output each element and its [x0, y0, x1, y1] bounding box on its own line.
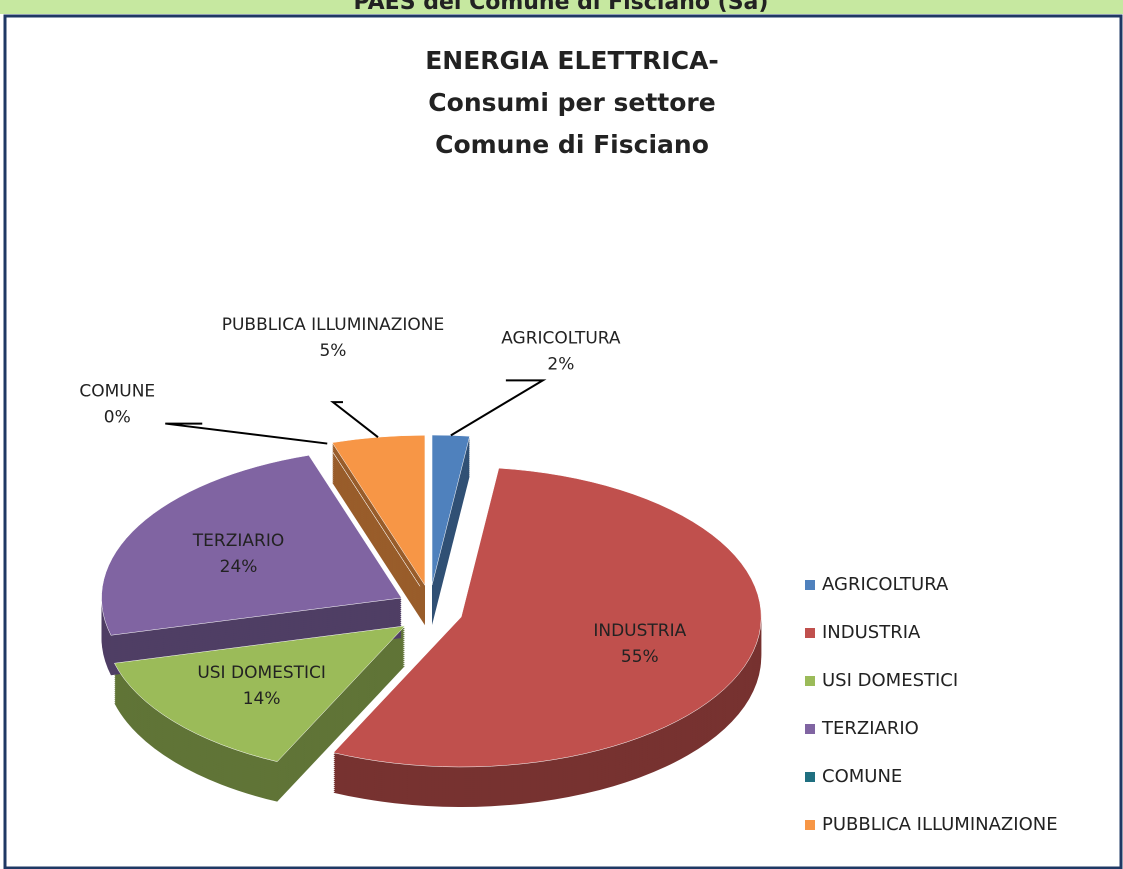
legend-swatch [805, 724, 815, 734]
slice [101, 455, 402, 636]
banner [0, 0, 1123, 14]
banner-title: PAES del Comune di Fisciano (Sa) [354, 0, 769, 15]
legend-label: COMUNE [822, 766, 902, 787]
slice-side [327, 477, 420, 621]
data-label-name: PUBBLICA ILLUMINAZIONE [222, 315, 445, 335]
slice-side [327, 479, 420, 623]
slice-side [327, 481, 420, 625]
leader-line [330, 401, 379, 438]
slice-side [327, 475, 420, 619]
data-label-name: AGRICOLTURA [501, 328, 621, 348]
legend-swatch [805, 820, 815, 830]
data-label-value: 5% [319, 341, 346, 361]
data-label-name: INDUSTRIA [593, 621, 686, 641]
data-label-name: USI DOMESTICI [197, 663, 326, 683]
legend-swatch [805, 676, 815, 686]
slice [332, 467, 762, 768]
pie: AGRICOLTURA 2% INDUSTRIA 55% USI DOMESTICI 14… [79, 315, 762, 807]
chart-title: Consumi per settore [428, 88, 715, 117]
data-label-name: TERZIARIO [192, 531, 284, 551]
legend-label: USI DOMESTICI [822, 670, 958, 691]
data-label-value: 24% [220, 557, 258, 577]
leader-line [165, 422, 328, 445]
legend-label: TERZIARIO [821, 718, 919, 739]
legend-label: PUBBLICA ILLUMINAZIONE [822, 814, 1058, 835]
data-label-value: 55% [621, 647, 659, 667]
legend-swatch [805, 628, 815, 638]
chart-title: ENERGIA ELETTRICA- [425, 46, 719, 75]
chart-title: Comune di Fisciano [435, 130, 709, 159]
legend-swatch [805, 772, 815, 782]
slice [331, 435, 426, 587]
leader-line [450, 379, 547, 437]
slice [113, 625, 406, 762]
legend-label: AGRICOLTURA [822, 574, 949, 595]
data-label-value: 2% [547, 354, 574, 374]
data-label-name: COMUNE [79, 382, 155, 402]
data-label-value: 0% [104, 408, 131, 428]
legend-swatch [805, 580, 815, 590]
legend-label: INDUSTRIA [822, 622, 921, 643]
data-label-value: 14% [243, 689, 281, 709]
